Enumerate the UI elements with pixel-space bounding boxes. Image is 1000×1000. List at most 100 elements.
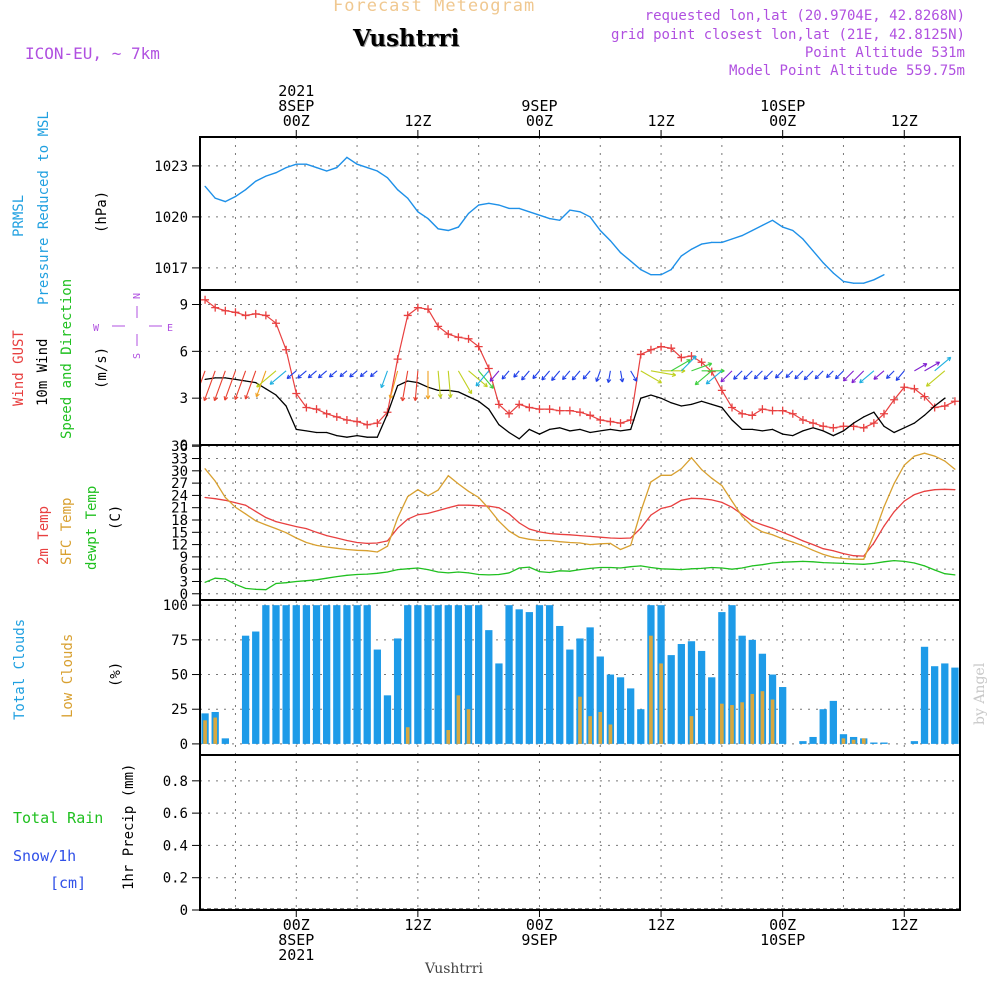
dewpt-point <box>731 568 733 570</box>
sfc-temp-point <box>407 496 409 498</box>
pressure-point <box>326 170 328 172</box>
total-cloud-bar <box>373 649 381 744</box>
total-cloud-label: Total Clouds <box>12 619 28 720</box>
sfc-temp-point <box>913 455 916 457</box>
pressure-point <box>589 216 591 218</box>
gust-point <box>555 406 564 415</box>
wind-arrow <box>297 370 307 379</box>
dewpt-point <box>467 572 470 574</box>
dewpt-point <box>782 561 784 563</box>
wind-arrow <box>478 370 494 389</box>
pressure-point <box>346 156 348 158</box>
dewpt-point <box>761 564 764 566</box>
total-cloud-bar <box>515 609 523 744</box>
dewpt-point <box>751 565 753 567</box>
low-cloud-bar <box>740 702 744 744</box>
total-cloud-bar <box>819 709 827 744</box>
gust-point <box>869 419 878 428</box>
wind-arrow <box>774 370 784 379</box>
wind-dir-label: Speed and Direction <box>59 279 75 439</box>
dewpt-point <box>863 563 865 565</box>
gust-point <box>657 342 666 351</box>
wind-arrow <box>851 370 865 384</box>
wind10m-point <box>761 430 764 432</box>
snow-label: Snow/1h <box>13 847 76 865</box>
wind-arrow <box>701 368 725 374</box>
temp2m-point <box>467 504 470 506</box>
sfc-temp-point <box>285 532 287 534</box>
wind-arrow <box>694 370 713 386</box>
dewpt-point <box>305 580 307 582</box>
low-cloud-bar <box>861 738 866 744</box>
y-tick-label: 6 <box>180 344 188 360</box>
wind10m-point <box>265 388 267 390</box>
sfc-temp-point <box>447 475 449 477</box>
pressure-point <box>549 218 551 220</box>
sfc-temp-point <box>771 534 774 536</box>
bottom-time-label: 12Z <box>404 916 431 934</box>
wind10m-point <box>923 414 926 416</box>
low-cloud-bar <box>598 711 603 744</box>
sfc-temp-point <box>934 455 936 457</box>
pressure-point <box>853 282 855 284</box>
dewpt-point <box>883 561 885 563</box>
sfc-temp-point <box>315 544 318 547</box>
temp2m-point <box>761 524 764 526</box>
pressure-point <box>670 269 672 271</box>
total-cloud-bar <box>485 630 493 744</box>
gust-point <box>342 416 351 425</box>
wind10m-point <box>883 425 885 427</box>
pressure-point <box>640 269 642 271</box>
total-cloud-bar <box>383 695 392 744</box>
dewpt-point <box>903 560 905 562</box>
dewpt-point <box>265 589 267 591</box>
dewpt-point <box>234 583 237 585</box>
top-time-label: 12Z <box>891 112 918 130</box>
low-cloud-bar <box>213 717 218 744</box>
wind-arrow <box>475 370 490 387</box>
temp2m-point <box>853 555 855 557</box>
pressure-point <box>701 243 703 245</box>
wind-arrow <box>269 370 287 385</box>
total-cloud-bar <box>495 663 503 744</box>
wind-arrow <box>468 370 488 388</box>
sfc-temp-point <box>954 468 956 470</box>
gust-point <box>454 333 463 342</box>
wind10m-label: 10m Wind <box>35 339 51 406</box>
gust-point <box>667 344 676 353</box>
y-tick-label: 21 <box>171 501 188 517</box>
sfc-temp-point <box>305 541 307 544</box>
temp2m-point <box>447 507 449 509</box>
gust-point <box>748 411 757 420</box>
y-tick-label: 18 <box>171 513 188 529</box>
gust-point <box>363 420 372 429</box>
y-tick-label: 3 <box>180 574 188 590</box>
dewpt-point <box>802 560 804 562</box>
gust-point <box>717 386 726 395</box>
gust-point <box>312 405 321 414</box>
total-cloud-bar <box>718 612 726 744</box>
sfc-temp-point <box>782 538 784 540</box>
wind10m-point <box>336 435 338 437</box>
sfc-temp-point <box>538 539 541 542</box>
wind10m-point <box>903 427 905 429</box>
sfc-temp-point <box>761 531 764 533</box>
wind-arrow <box>349 370 358 378</box>
temp2m-point <box>680 499 682 501</box>
sfc-temp-point <box>234 506 237 508</box>
dewpt-point <box>224 578 226 580</box>
total-cloud-bar <box>870 742 878 744</box>
dewpt-point <box>407 568 409 570</box>
sfc-temp-point <box>417 489 419 491</box>
panel-frame <box>199 754 961 911</box>
low-cloud-bar <box>851 739 856 744</box>
wind10m-point <box>457 391 459 393</box>
pressure-point <box>366 167 368 169</box>
wind10m-point <box>397 385 399 387</box>
gust-point <box>920 392 929 401</box>
wind-arrow <box>842 370 854 382</box>
wind-arrow <box>691 362 713 372</box>
pressure-point <box>609 240 612 242</box>
station-title: Vushtrri <box>353 25 460 52</box>
total-cloud-bar <box>809 736 817 744</box>
